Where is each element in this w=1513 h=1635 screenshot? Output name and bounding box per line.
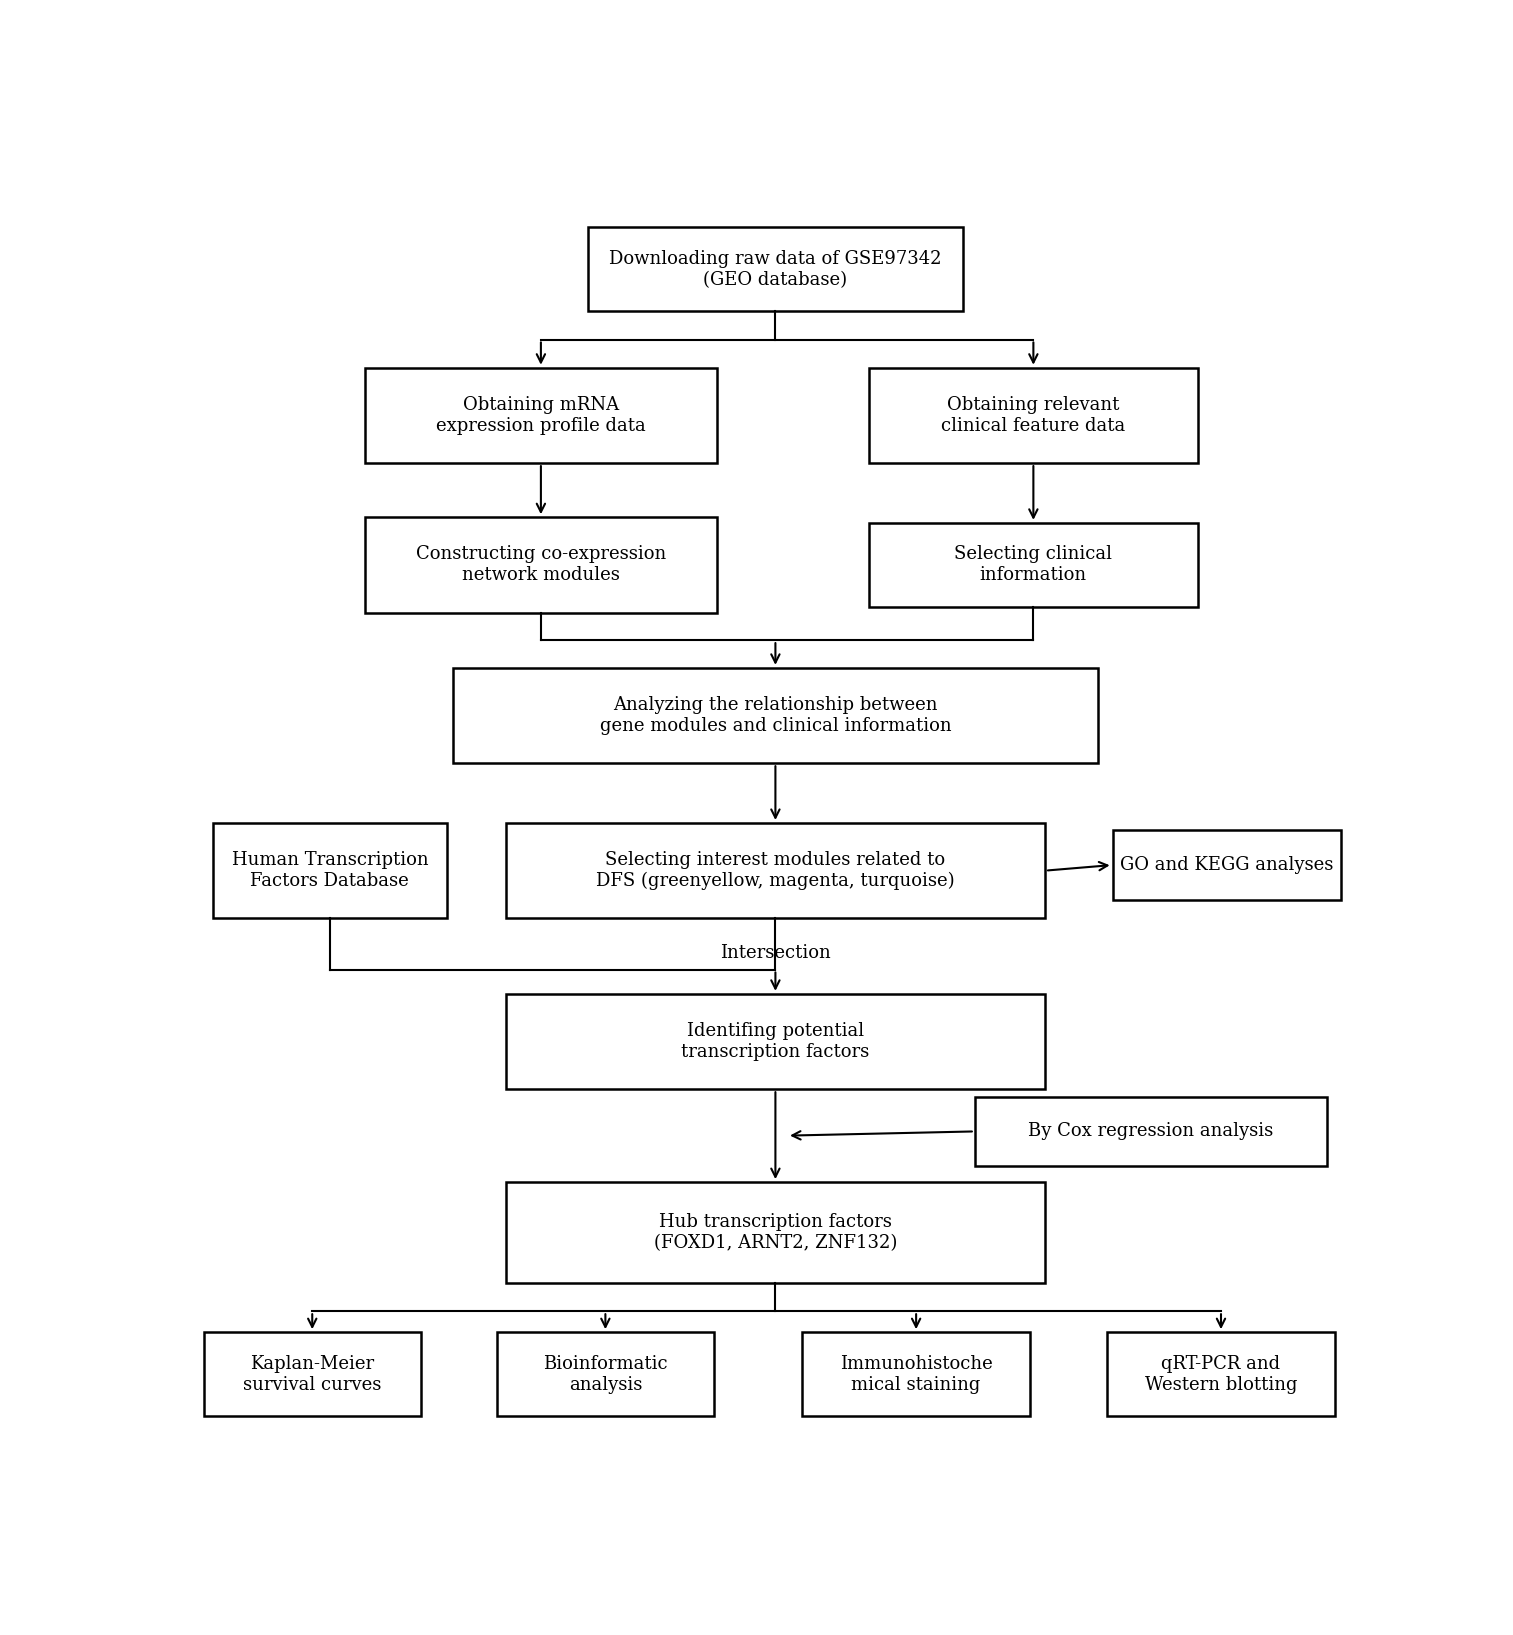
Text: Selecting interest modules related to
DFS (greenyellow, magenta, turquoise): Selecting interest modules related to DF… — [596, 852, 955, 889]
FancyBboxPatch shape — [505, 1182, 1045, 1283]
FancyBboxPatch shape — [505, 994, 1045, 1089]
FancyBboxPatch shape — [204, 1333, 421, 1416]
FancyBboxPatch shape — [1112, 831, 1341, 899]
FancyBboxPatch shape — [365, 517, 717, 613]
FancyBboxPatch shape — [587, 227, 962, 311]
FancyBboxPatch shape — [1106, 1333, 1336, 1416]
Text: Bioinformatic
analysis: Bioinformatic analysis — [543, 1355, 667, 1393]
FancyBboxPatch shape — [868, 368, 1197, 463]
Text: Intersection: Intersection — [720, 943, 831, 961]
Text: Selecting clinical
information: Selecting clinical information — [955, 546, 1112, 584]
Text: Hub transcription factors
(FOXD1, ARNT2, ZNF132): Hub transcription factors (FOXD1, ARNT2,… — [654, 1213, 897, 1252]
Text: Constructing co-expression
network modules: Constructing co-expression network modul… — [416, 546, 666, 584]
FancyBboxPatch shape — [802, 1333, 1030, 1416]
Text: Obtaining mRNA
expression profile data: Obtaining mRNA expression profile data — [436, 396, 646, 435]
FancyBboxPatch shape — [496, 1333, 714, 1416]
Text: Analyzing the relationship between
gene modules and clinical information: Analyzing the relationship between gene … — [599, 697, 952, 734]
Text: qRT-PCR and
Western blotting: qRT-PCR and Western blotting — [1145, 1355, 1297, 1393]
Text: Downloading raw data of GSE97342
(GEO database): Downloading raw data of GSE97342 (GEO da… — [610, 250, 941, 289]
Text: Human Transcription
Factors Database: Human Transcription Factors Database — [231, 852, 428, 889]
Text: Obtaining relevant
clinical feature data: Obtaining relevant clinical feature data — [941, 396, 1126, 435]
Text: By Cox regression analysis: By Cox regression analysis — [1027, 1122, 1274, 1141]
FancyBboxPatch shape — [868, 523, 1197, 607]
Text: Immunohistoche
mical staining: Immunohistoche mical staining — [840, 1355, 993, 1393]
FancyBboxPatch shape — [365, 368, 717, 463]
FancyBboxPatch shape — [452, 667, 1098, 764]
Text: GO and KEGG analyses: GO and KEGG analyses — [1120, 857, 1333, 875]
FancyBboxPatch shape — [212, 822, 448, 919]
FancyBboxPatch shape — [505, 822, 1045, 919]
Text: Kaplan-Meier
survival curves: Kaplan-Meier survival curves — [244, 1355, 381, 1393]
FancyBboxPatch shape — [974, 1097, 1327, 1166]
Text: Identifing potential
transcription factors: Identifing potential transcription facto… — [681, 1022, 870, 1061]
